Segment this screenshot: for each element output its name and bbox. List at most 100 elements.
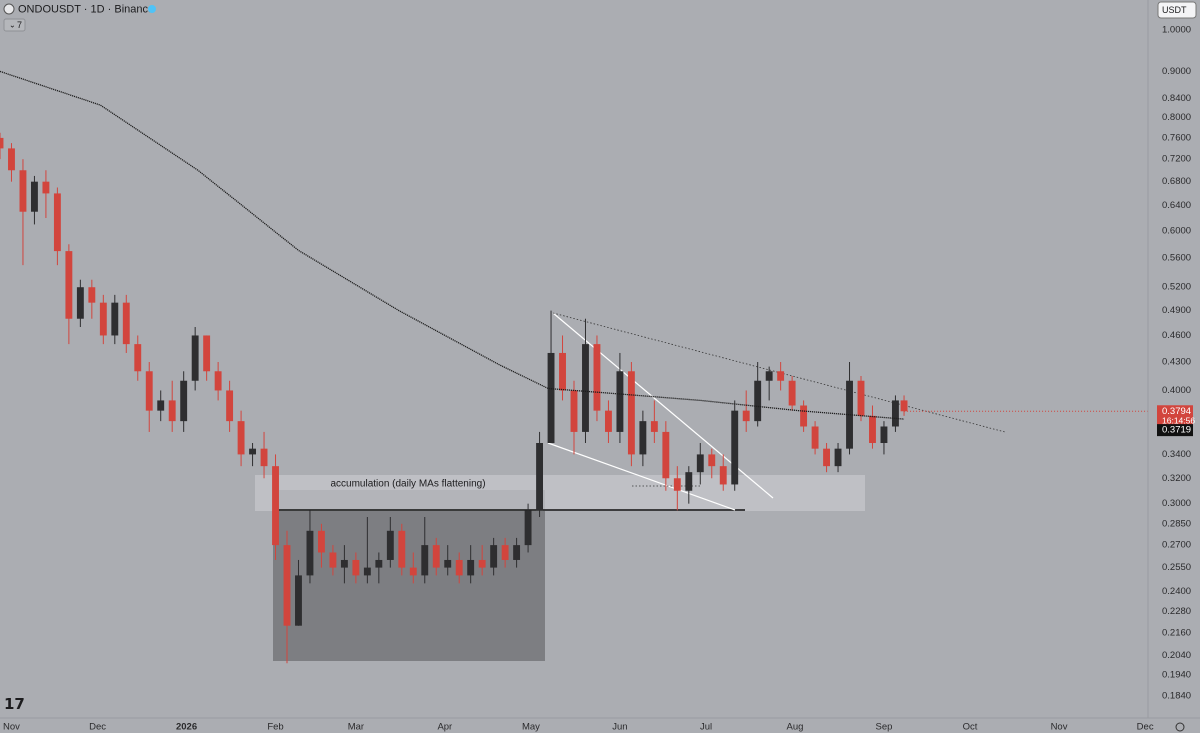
candle-body bbox=[30, 181, 38, 212]
candle-body bbox=[42, 181, 50, 194]
countdown-label: 16:14:56 bbox=[1162, 416, 1195, 426]
y-tick-label: 0.1940 bbox=[1162, 670, 1191, 681]
x-tick-label: Dec bbox=[1137, 722, 1154, 733]
candle-body bbox=[501, 545, 509, 560]
y-tick-label: 0.6800 bbox=[1162, 176, 1191, 187]
x-tick-label: Nov bbox=[1051, 722, 1068, 733]
candle-body bbox=[65, 251, 73, 319]
candle-body bbox=[604, 410, 612, 432]
currency-button[interactable] bbox=[1157, 1, 1197, 19]
x-tick-label: Sep bbox=[876, 722, 893, 733]
candle-body bbox=[180, 380, 188, 422]
candle-body bbox=[329, 552, 337, 568]
annotation-text: accumulation (daily MAs flattening) bbox=[330, 479, 485, 490]
y-tick-label: 1.0000 bbox=[1162, 24, 1191, 35]
y-tick-label: 0.3000 bbox=[1162, 498, 1191, 509]
support-zone bbox=[255, 475, 865, 511]
last-price-label: 0.3794 bbox=[1162, 406, 1191, 417]
x-tick-label: Dec bbox=[89, 722, 106, 733]
candle-body bbox=[536, 443, 544, 511]
candle-body bbox=[260, 448, 268, 467]
series-layer bbox=[0, 70, 1148, 664]
candle-body bbox=[513, 545, 521, 560]
x-tick-label: Apr bbox=[437, 722, 452, 733]
candle-body bbox=[582, 344, 589, 432]
candle-body bbox=[398, 530, 406, 568]
price-axis bbox=[1148, 0, 1200, 733]
candle-body bbox=[99, 302, 107, 336]
candle-body bbox=[869, 415, 876, 444]
y-tick-label: 0.3200 bbox=[1162, 473, 1191, 484]
y-tick-label: 0.2700 bbox=[1162, 540, 1191, 551]
candle-body bbox=[593, 344, 601, 411]
y-tick-label: 0.8000 bbox=[1162, 112, 1191, 123]
candle-body bbox=[272, 466, 279, 546]
chart-title: ONDOUSDT · 1D · Binance bbox=[18, 3, 154, 15]
x-tick-label: Oct bbox=[963, 722, 978, 733]
candle-body bbox=[834, 448, 842, 467]
candle-body bbox=[490, 545, 498, 568]
candle-body bbox=[857, 380, 865, 416]
candle-body bbox=[295, 575, 302, 626]
candle-body bbox=[627, 371, 635, 455]
candle-body bbox=[306, 530, 314, 576]
logo: 𝟭𝟳 bbox=[4, 696, 25, 713]
y-tick-label: 0.6000 bbox=[1162, 225, 1191, 236]
y-tick-label: 0.2550 bbox=[1162, 562, 1191, 573]
candle-body bbox=[352, 559, 360, 576]
candle-body bbox=[765, 371, 773, 381]
candle-body bbox=[570, 390, 578, 432]
candle-body bbox=[467, 559, 475, 576]
candle-body bbox=[662, 431, 670, 479]
candle-body bbox=[846, 380, 853, 449]
candle-body bbox=[444, 559, 452, 568]
candle-body bbox=[409, 567, 417, 576]
currency-label: USDT bbox=[1162, 5, 1187, 15]
candle-body bbox=[203, 335, 211, 372]
candle-body bbox=[76, 287, 84, 319]
candle-body bbox=[823, 448, 831, 467]
candle-body bbox=[8, 148, 15, 171]
y-tick-label: 0.4000 bbox=[1162, 385, 1191, 396]
y-tick-label: 0.9000 bbox=[1162, 66, 1191, 77]
candle-body bbox=[317, 530, 325, 553]
candle-body bbox=[191, 335, 199, 381]
candle-body bbox=[375, 559, 383, 568]
candle-body bbox=[226, 390, 234, 422]
x-tick-label: Jul bbox=[700, 722, 712, 733]
y-tick-label: 0.3400 bbox=[1162, 449, 1191, 460]
candle-body bbox=[249, 448, 257, 455]
candle-body bbox=[742, 410, 750, 422]
candle-body bbox=[134, 344, 142, 372]
candle-body bbox=[891, 400, 899, 427]
candle-body bbox=[283, 545, 291, 626]
settings-icon[interactable] bbox=[1175, 722, 1185, 732]
y-tick-label: 0.2280 bbox=[1162, 606, 1191, 617]
x-tick-label: Nov bbox=[3, 722, 20, 733]
candle-body bbox=[547, 352, 555, 444]
candle-body bbox=[616, 371, 624, 432]
trendline bbox=[547, 442, 736, 511]
candle-body bbox=[122, 302, 130, 345]
candle-body bbox=[708, 454, 716, 467]
ma-badge bbox=[1157, 424, 1193, 437]
indicator-chevron: ⌄ bbox=[9, 21, 16, 30]
candle-body bbox=[754, 380, 762, 422]
symbol-icon bbox=[3, 3, 15, 15]
indicator-toggle[interactable] bbox=[3, 18, 26, 32]
y-tick-label: 0.2040 bbox=[1162, 650, 1191, 661]
accumulation-zone bbox=[273, 490, 545, 661]
candle-body bbox=[777, 371, 785, 381]
y-tick-label: 0.4600 bbox=[1162, 330, 1191, 341]
candle-body bbox=[639, 421, 647, 455]
candle-body bbox=[88, 287, 96, 303]
candle-body bbox=[145, 371, 153, 411]
y-tick-label: 0.2850 bbox=[1162, 518, 1191, 529]
candle-body bbox=[111, 302, 119, 336]
moving-average bbox=[0, 70, 905, 420]
candle-body bbox=[168, 400, 176, 422]
candle-body bbox=[673, 478, 681, 491]
last-price-badge bbox=[1157, 405, 1193, 428]
x-tick-label: Aug bbox=[787, 722, 804, 733]
candle-body bbox=[386, 530, 394, 560]
